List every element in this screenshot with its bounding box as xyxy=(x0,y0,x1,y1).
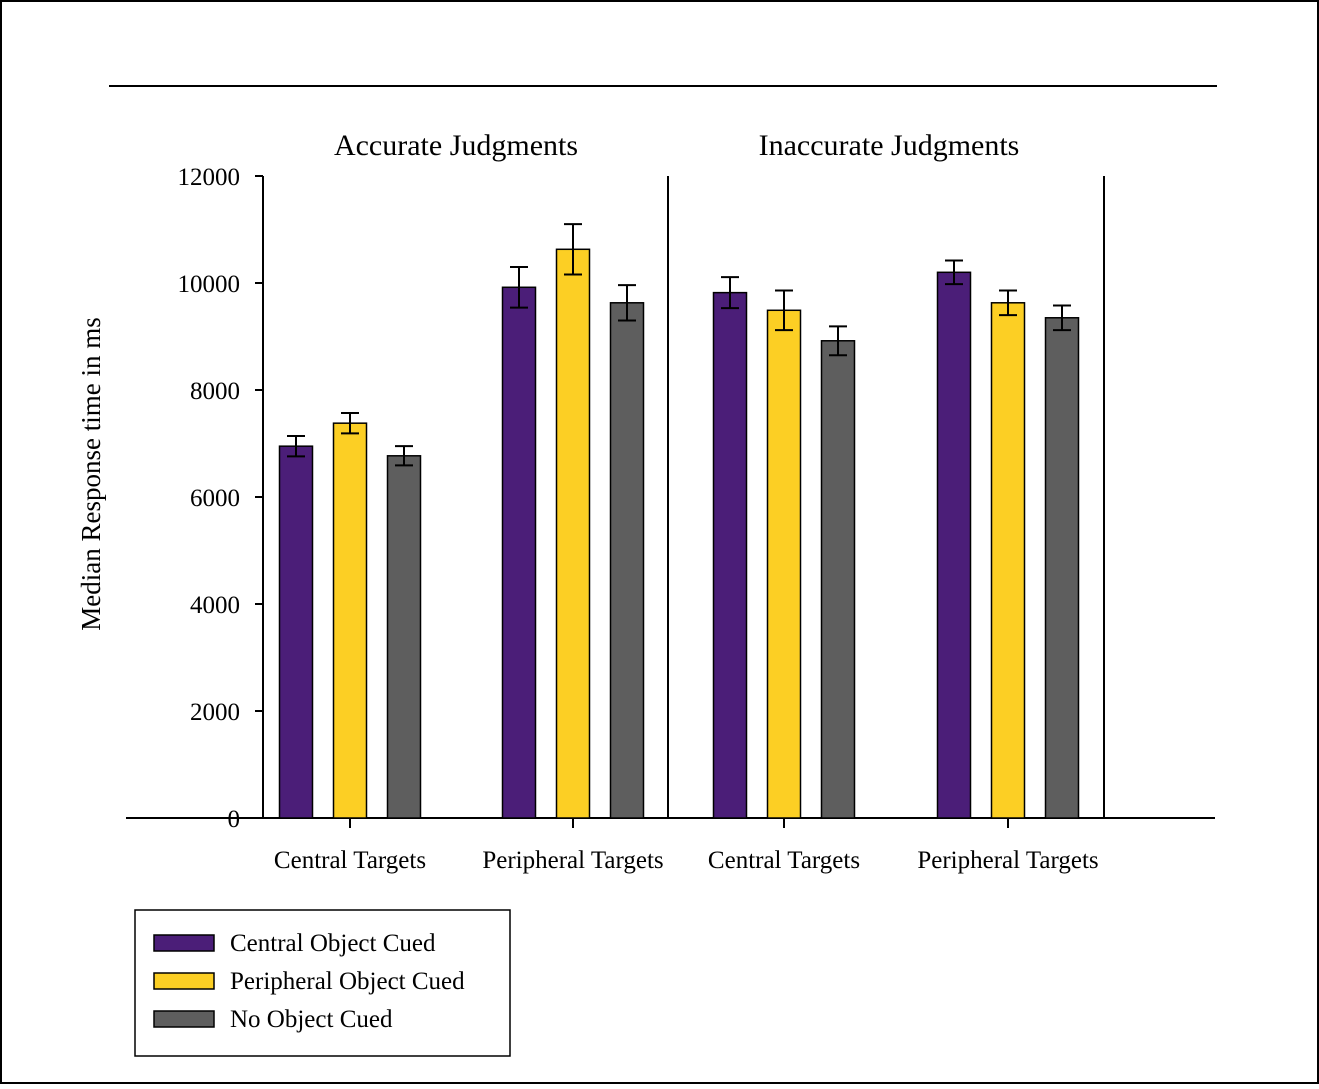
bar xyxy=(766,309,802,819)
x-tick-label: Central Targets xyxy=(274,847,426,874)
legend-label-none: No Object Cued xyxy=(230,1006,393,1033)
y-axis-label: Median Response time in ms xyxy=(76,317,106,630)
legend-label-peripheral: Peripheral Object Cued xyxy=(230,968,465,995)
legend: Central Object Cued Peripheral Object Cu… xyxy=(134,909,511,1057)
bar xyxy=(555,248,591,819)
legend-swatch-none xyxy=(153,1010,215,1028)
y-tick-label: 2000 xyxy=(190,699,240,726)
legend-label-central: Central Object Cued xyxy=(230,930,436,957)
bar xyxy=(936,271,972,819)
y-tick-label: 8000 xyxy=(190,378,240,405)
y-tick-label: 12000 xyxy=(178,164,241,191)
legend-swatch-peripheral xyxy=(153,972,215,990)
y-tick-label: 10000 xyxy=(178,271,241,298)
bar xyxy=(820,340,856,819)
bar xyxy=(332,422,368,819)
bar xyxy=(278,445,314,819)
bar xyxy=(501,286,537,819)
bar xyxy=(990,302,1026,819)
x-tick-label: Peripheral Targets xyxy=(917,847,1098,874)
y-tick-label: 6000 xyxy=(190,485,240,512)
x-tick-label: Central Targets xyxy=(708,847,860,874)
bar xyxy=(712,291,748,819)
bar xyxy=(1044,317,1080,819)
y-tick-label: 0 xyxy=(228,806,241,833)
bar xyxy=(609,302,645,819)
legend-swatch-central xyxy=(153,934,215,952)
panel-title-accurate: Accurate Judgments xyxy=(334,129,578,162)
y-tick-label: 4000 xyxy=(190,592,240,619)
panel-title-inaccurate: Inaccurate Judgments xyxy=(759,129,1020,162)
x-tick-label: Peripheral Targets xyxy=(482,847,663,874)
plot-area: 0 2000 4000 6000 8000 10000 12000 Central Targe… xyxy=(126,164,1215,874)
bar xyxy=(386,455,422,819)
